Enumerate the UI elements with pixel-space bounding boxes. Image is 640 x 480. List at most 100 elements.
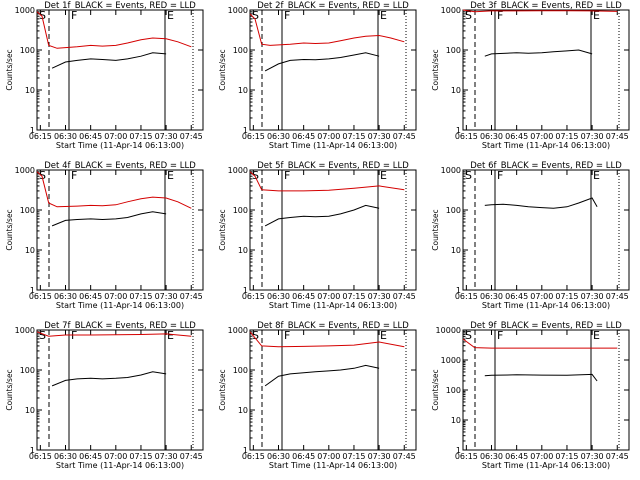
chart-panel: Det 5f_BLACK = Events, RED = LLD 1 10 100 10… (218, 161, 417, 310)
x-tick-label: 07:00 (317, 132, 340, 141)
y-tick-label: 100 (446, 386, 461, 395)
x-tick-label: 07:00 (317, 292, 340, 301)
x-tick-label: 07:45 (180, 292, 203, 301)
x-tick-label: 07:00 (530, 292, 553, 301)
y-tick-label: 100 (20, 366, 35, 375)
chart-title: Det 4f_BLACK = Events, RED = LLD (44, 161, 196, 171)
y-axis-label: Counts/sec (5, 209, 14, 250)
y-tick-label: 1000 (228, 6, 248, 15)
x-tick-label: 07:00 (530, 452, 553, 461)
y-tick-label: 1000 (441, 166, 461, 175)
y-tick-label: 1 (30, 286, 35, 295)
x-tick-label: 06:30 (54, 292, 77, 301)
marker-label-F: F (284, 9, 290, 22)
chart-panel: Det 6f_BLACK = Events, RED = LLD 1 10 100 10… (431, 161, 630, 310)
x-axis-label: Start Time (11-Apr-14 06:13:00) (482, 141, 610, 150)
x-tick-label: 06:15 (29, 132, 52, 141)
y-tick-label: 1000 (441, 6, 461, 15)
x-axis-label: Start Time (11-Apr-14 06:13:00) (269, 141, 397, 150)
y-tick-label: 1000 (15, 166, 35, 175)
marker-label-S: S (252, 9, 259, 22)
series-line-red (249, 171, 405, 192)
x-tick-label: 07:30 (155, 132, 178, 141)
y-tick-label: 100 (446, 46, 461, 55)
x-tick-label: 07:45 (606, 132, 629, 141)
y-tick-label: 10 (238, 86, 248, 95)
marker-label-E: E (167, 9, 174, 22)
marker-label-E: E (380, 329, 387, 342)
x-tick-label: 07:45 (393, 132, 416, 141)
x-tick-label: 07:45 (393, 452, 416, 461)
x-tick-label: 07:30 (155, 292, 178, 301)
series-line-red (462, 9, 618, 13)
x-axis-label: Start Time (11-Apr-14 06:13:00) (56, 461, 184, 470)
chart-title: Det 2f_BLACK = Events, RED = LLD (257, 1, 409, 11)
x-tick-label: 07:15 (342, 132, 365, 141)
y-tick-label: 1000 (15, 326, 35, 335)
y-axis-label: Counts/sec (218, 209, 227, 250)
y-tick-label: 10000 (436, 326, 461, 335)
x-axis-label: Start Time (11-Apr-14 06:13:00) (482, 461, 610, 470)
y-axis-label: Counts/sec (431, 369, 440, 410)
chart-panel: Det 1f_BLACK = Events, RED = LLD 1 10 100 10… (5, 1, 204, 150)
series-line-red (249, 331, 405, 348)
x-tick-label: 07:45 (180, 132, 203, 141)
y-tick-label: 100 (446, 206, 461, 215)
chart-panel: Det 8f_BLACK = Events, RED = LLD 1 10 100 10… (218, 321, 417, 470)
marker-label-F: F (71, 169, 77, 182)
marker-label-S: S (39, 329, 46, 342)
x-tick-label: 07:30 (368, 132, 391, 141)
y-tick-label: 1 (30, 446, 35, 455)
x-tick-label: 07:45 (393, 292, 416, 301)
x-tick-label: 07:30 (581, 292, 604, 301)
chart-panel: Det 4f_BLACK = Events, RED = LLD 1 10 100 10… (5, 161, 204, 310)
x-tick-label: 07:00 (104, 292, 127, 301)
marker-label-S: S (465, 9, 472, 22)
x-tick-label: 06:30 (54, 132, 77, 141)
x-tick-label: 06:45 (505, 452, 528, 461)
x-tick-label: 06:45 (292, 132, 315, 141)
y-tick-label: 10 (25, 86, 35, 95)
y-tick-label: 100 (233, 366, 248, 375)
y-tick-label: 10 (238, 246, 248, 255)
x-axis-label: Start Time (11-Apr-14 06:13:00) (269, 461, 397, 470)
x-tick-label: 07:45 (606, 292, 629, 301)
marker-label-F: F (71, 9, 77, 22)
x-tick-label: 07:45 (606, 452, 629, 461)
y-axis-label: Counts/sec (431, 209, 440, 250)
y-tick-label: 1 (456, 446, 461, 455)
series-line-black (484, 49, 593, 57)
x-tick-label: 06:30 (480, 132, 503, 141)
x-tick-label: 06:45 (292, 452, 315, 461)
x-tick-label: 06:30 (267, 132, 290, 141)
marker-label-S: S (465, 329, 472, 342)
marker-label-E: E (593, 169, 600, 182)
x-tick-label: 06:15 (455, 292, 478, 301)
x-tick-label: 06:30 (267, 292, 290, 301)
series-line-red (36, 171, 192, 209)
x-tick-label: 06:15 (242, 132, 265, 141)
x-tick-label: 06:30 (480, 292, 503, 301)
plot-frame (462, 9, 630, 131)
series-line-red (462, 338, 618, 349)
series-line-red (249, 13, 405, 46)
y-tick-label: 1 (456, 126, 461, 135)
x-tick-label: 06:15 (455, 452, 478, 461)
x-axis-label: Start Time (11-Apr-14 06:13:00) (269, 301, 397, 310)
x-tick-label: 07:15 (555, 292, 578, 301)
x-tick-label: 06:45 (79, 132, 102, 141)
plot-frame (36, 329, 204, 451)
x-tick-label: 06:45 (292, 292, 315, 301)
y-tick-label: 1 (456, 286, 461, 295)
chart-title: Det 1f_BLACK = Events, RED = LLD (44, 1, 196, 11)
y-tick-label: 1 (243, 126, 248, 135)
chart-title: Det 7f_BLACK = Events, RED = LLD (44, 321, 196, 331)
x-tick-label: 07:15 (129, 132, 152, 141)
y-axis-label: Counts/sec (5, 369, 14, 410)
x-tick-label: 07:15 (555, 452, 578, 461)
x-tick-label: 06:30 (480, 452, 503, 461)
y-tick-label: 10 (25, 406, 35, 415)
x-tick-label: 07:00 (104, 452, 127, 461)
marker-label-S: S (39, 169, 46, 182)
